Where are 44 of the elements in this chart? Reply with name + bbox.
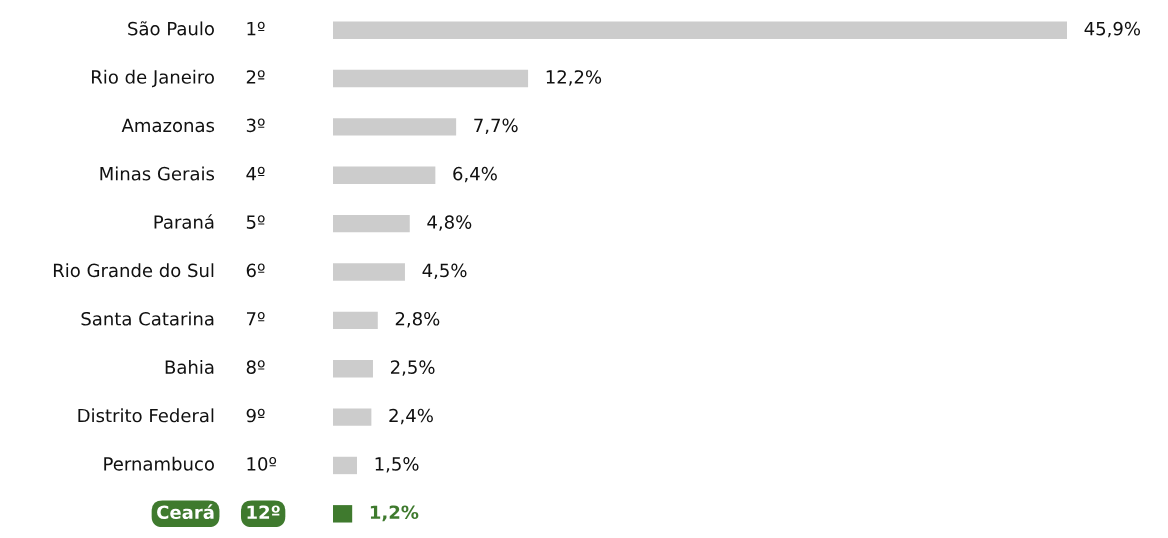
data-label: 1,2% <box>370 505 419 522</box>
y-tick-label: Distrito Federal <box>78 408 214 423</box>
y-tick-label: Pernambuco <box>104 456 214 471</box>
text: 10º <box>247 457 277 471</box>
bar <box>333 263 405 281</box>
bar <box>333 311 378 330</box>
bar <box>333 408 372 426</box>
data-label: 6,4% <box>453 166 497 183</box>
bar <box>333 456 357 475</box>
text: 7º <box>246 311 265 326</box>
y-tick-label: Paraná <box>154 214 214 229</box>
data-label: 1,5% <box>375 457 419 473</box>
data-label: 2,4% <box>389 408 433 425</box>
y-tick-label: Minas Gerais <box>100 166 215 181</box>
bar <box>333 166 436 184</box>
data-label: 4,8% <box>427 215 472 231</box>
y-tick-label: Amazonas <box>121 118 215 133</box>
y-tick-label: São Paulo <box>128 21 214 36</box>
data-label: 2,5% <box>390 360 435 376</box>
data-label: 45,9% <box>1084 21 1141 38</box>
text: 2º <box>246 70 265 84</box>
text: 6º <box>246 263 265 278</box>
bar <box>333 69 529 88</box>
text: 8º <box>246 360 265 374</box>
bar <box>333 214 410 233</box>
text: 9º <box>246 408 265 423</box>
bar <box>333 360 373 378</box>
text: 5º <box>246 215 265 229</box>
text: 3º <box>246 118 265 133</box>
text: 1º <box>247 21 265 36</box>
y-tick-label: Rio de Janeiro <box>92 69 214 88</box>
bar <box>333 118 457 136</box>
bar <box>333 21 1067 39</box>
data-label: 12,2% <box>546 70 602 86</box>
data-label: 2,8% <box>395 311 440 328</box>
y-tick-label: Ceará <box>157 504 214 520</box>
y-tick-label: Rio Grande do Sul <box>53 263 214 278</box>
text: 12º <box>247 505 280 519</box>
data-label: 4,5% <box>422 263 467 280</box>
data-label: 7,7% <box>474 118 518 134</box>
y-tick-label: Santa Catarina <box>81 311 214 326</box>
text: 4º <box>246 166 265 181</box>
bar <box>333 505 353 523</box>
y-tick-label: Bahia <box>165 359 214 374</box>
